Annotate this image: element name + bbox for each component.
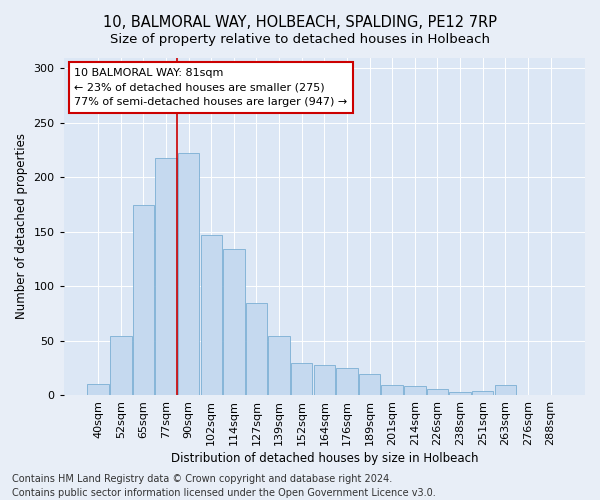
Bar: [133, 204, 154, 395]
Text: 10 BALMORAL WAY: 81sqm
← 23% of detached houses are smaller (275)
77% of semi-de: 10 BALMORAL WAY: 81sqm ← 23% of detached…: [74, 68, 347, 107]
Text: Contains HM Land Registry data © Crown copyright and database right 2024.
Contai: Contains HM Land Registry data © Crown c…: [12, 474, 436, 498]
Bar: [155, 158, 177, 395]
Y-axis label: Number of detached properties: Number of detached properties: [15, 134, 28, 320]
Bar: [382, 386, 403, 395]
Bar: [427, 388, 448, 395]
Bar: [268, 336, 290, 395]
Bar: [178, 154, 199, 395]
Bar: [472, 390, 493, 395]
Bar: [291, 364, 313, 395]
X-axis label: Distribution of detached houses by size in Holbeach: Distribution of detached houses by size …: [170, 452, 478, 465]
Bar: [223, 249, 245, 395]
Bar: [336, 368, 358, 395]
Bar: [110, 336, 131, 395]
Bar: [200, 235, 222, 395]
Bar: [88, 384, 109, 395]
Bar: [246, 302, 267, 395]
Bar: [494, 386, 516, 395]
Bar: [314, 364, 335, 395]
Bar: [404, 386, 425, 395]
Text: Size of property relative to detached houses in Holbeach: Size of property relative to detached ho…: [110, 32, 490, 46]
Bar: [359, 374, 380, 395]
Bar: [449, 392, 471, 395]
Text: 10, BALMORAL WAY, HOLBEACH, SPALDING, PE12 7RP: 10, BALMORAL WAY, HOLBEACH, SPALDING, PE…: [103, 15, 497, 30]
